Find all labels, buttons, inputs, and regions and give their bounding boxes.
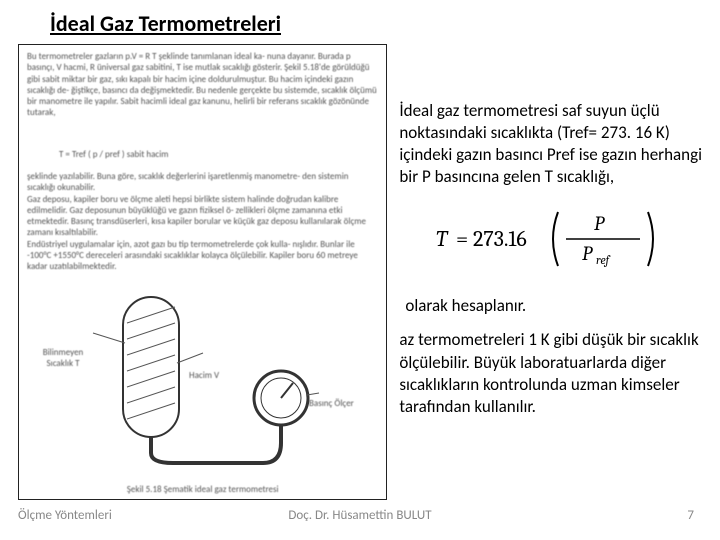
page-title: İdeal Gaz Termometreleri: [50, 10, 281, 37]
label-bulb: Bilinmeyen Sıcaklık T: [33, 347, 93, 370]
formula: T = 273.16 P P ref: [399, 200, 702, 283]
paragraph-2: olarak hesaplanır.: [399, 295, 702, 317]
footer-left: Ölçme Yöntemleri: [18, 508, 112, 523]
label-gauge: Basınç Ölçer: [309, 398, 369, 409]
paragraph-3: az termometreleri 1 K gibi düşük bir sıc…: [399, 329, 702, 417]
figure-caption: Şekil 5.18 Şematik ideal gaz termometres…: [19, 484, 386, 495]
scanned-figure-column: Bu termometreler gazların p.V = R T şekl…: [18, 44, 387, 500]
svg-text:= 273.16: = 273.16: [456, 226, 527, 252]
footer-center: Doç. Dr. Hüsamettin BULUT: [288, 508, 431, 523]
svg-text:T: T: [436, 226, 449, 252]
scan-equation-line: T = Tref ( p / pref ) sabit hacim: [59, 149, 168, 160]
scan-paragraph-top: Bu termometreler gazların p.V = R T şekl…: [27, 51, 378, 119]
svg-text:P: P: [582, 242, 593, 265]
slide-root: İdeal Gaz Termometreleri Bu termometrele…: [0, 0, 720, 540]
footer: Ölçme Yöntemleri Doç. Dr. Hüsamettin BUL…: [0, 508, 720, 534]
paragraph-1: İdeal gaz termometresi saf suyun üçlü no…: [399, 100, 702, 188]
svg-text:P: P: [594, 212, 605, 235]
scan-paragraph-mid: şeklinde yazılabilir. Buna göre, sıcaklı…: [27, 171, 378, 272]
footer-right: 7: [687, 508, 694, 523]
text-column: İdeal gaz termometresi saf suyun üçlü no…: [387, 44, 702, 500]
scanned-page: Bu termometreler gazların p.V = R T şekl…: [18, 44, 387, 500]
content-row: Bu termometreler gazların p.V = R T şekl…: [18, 44, 702, 500]
svg-text:ref: ref: [596, 253, 611, 267]
label-volume: Hacim V: [189, 370, 229, 381]
